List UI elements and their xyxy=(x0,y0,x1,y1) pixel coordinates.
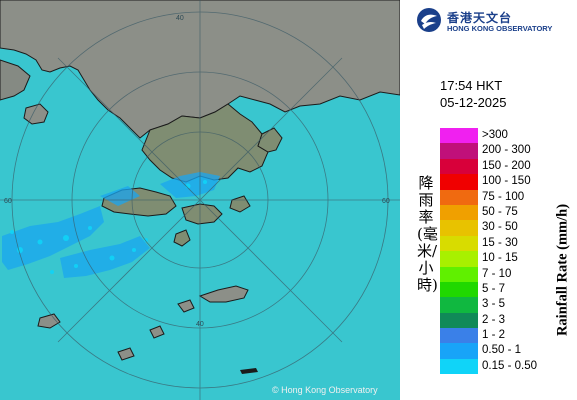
legend-row: >300 xyxy=(440,128,570,144)
legend-range: 5 - 7 xyxy=(482,282,506,295)
legend-range: 75 - 100 xyxy=(482,190,525,203)
legend-range: 0.50 - 1 xyxy=(482,344,521,357)
legend-range: 3 - 5 xyxy=(482,298,506,311)
legend-row: 7 - 10 xyxy=(440,266,570,282)
legend-row: 50 - 75 xyxy=(440,204,570,221)
legend-swatch xyxy=(440,235,478,252)
legend-range: 2 - 3 xyxy=(482,313,506,326)
observatory-emblem-icon xyxy=(417,8,441,32)
legend-range: 0.15 - 0.50 xyxy=(482,359,537,372)
observation-time: 17:54 HKT xyxy=(440,78,503,93)
legend-range: 7 - 10 xyxy=(482,267,512,280)
legend-row: 1 - 2 xyxy=(440,328,570,344)
legend-swatch xyxy=(440,297,478,313)
lamma-island xyxy=(173,229,191,247)
legend-range: 1 - 2 xyxy=(482,329,506,342)
ring-label-west: 60 xyxy=(4,198,12,205)
legend-row: 150 - 200 xyxy=(440,158,570,175)
western-shore xyxy=(0,59,31,101)
legend-swatch xyxy=(440,220,478,236)
observatory-logo: 香港天文台 HONG KONG OBSERVATORY xyxy=(416,6,574,38)
observation-date: 05-12-2025 xyxy=(440,95,507,110)
legend-range: 50 - 75 xyxy=(482,205,518,218)
legend-swatch xyxy=(440,204,478,221)
legend-row: 2 - 3 xyxy=(440,312,570,329)
legend-swatch xyxy=(440,281,478,298)
legend-range: 200 - 300 xyxy=(482,144,531,157)
legend-row: 0.50 - 1 xyxy=(440,343,570,359)
wanshan-island xyxy=(198,285,249,303)
legend-swatch xyxy=(440,128,478,144)
copyright-notice: © Hong Kong Observatory xyxy=(272,385,378,395)
legend-row: 3 - 5 xyxy=(440,297,570,313)
rainfall-legend: >300 200 - 300 150 - 200 100 - 150 75 - … xyxy=(440,128,570,375)
legend-row: 15 - 30 xyxy=(440,235,570,252)
legend-swatch xyxy=(440,358,478,375)
legend-row: 200 - 300 xyxy=(440,143,570,159)
ring-label-north: 40 xyxy=(176,15,184,22)
range-rings xyxy=(0,0,400,400)
rainfall-rate-label-cn: 降雨率(毫米/小時) xyxy=(417,174,438,294)
legend-swatch xyxy=(440,251,478,267)
legend-row: 5 - 7 xyxy=(440,281,570,298)
new-territories-land xyxy=(141,103,269,183)
logo-english-text: HONG KONG OBSERVATORY xyxy=(447,24,553,33)
radar-map: 40 60 60 40 © Hong Kong Observatory xyxy=(0,0,400,400)
legend-swatch xyxy=(440,174,478,190)
legend-swatch xyxy=(440,189,478,205)
ring-label-east: 60 xyxy=(382,198,390,205)
legend-range: 150 - 200 xyxy=(482,159,531,172)
sai-kung-peninsula xyxy=(257,127,283,153)
rainfall-rate-label-en: Rainfall Rate (mm/h) xyxy=(554,203,571,337)
legend-row: 0.15 - 0.50 xyxy=(440,358,570,375)
legend-range: >300 xyxy=(482,129,508,141)
legend-swatch xyxy=(440,343,478,359)
south-islet-2 xyxy=(37,313,61,329)
ring-label-south: 40 xyxy=(196,321,204,328)
south-islet-4 xyxy=(117,347,135,361)
legend-range: 100 - 150 xyxy=(482,175,531,188)
legend-row: 100 - 150 xyxy=(440,174,570,190)
south-islet-1 xyxy=(177,299,195,313)
rain-echo-dots xyxy=(10,180,207,274)
legend-swatch xyxy=(440,312,478,329)
radar-map-canvas: 40 60 60 40 xyxy=(0,0,400,400)
ring-labels: 40 60 60 40 xyxy=(4,15,390,328)
legend-row: 75 - 100 xyxy=(440,189,570,205)
legend-swatch xyxy=(440,143,478,159)
legend-swatch xyxy=(440,266,478,282)
legend-range: 10 - 15 xyxy=(482,252,518,265)
south-islet-3 xyxy=(149,325,165,339)
logo-chinese-text: 香港天文台 xyxy=(447,11,513,25)
legend-swatch xyxy=(440,328,478,344)
legend-row: 10 - 15 xyxy=(440,251,570,267)
far-south-islet xyxy=(240,368,258,374)
legend-swatch xyxy=(440,158,478,175)
info-panel: 香港天文台 HONG KONG OBSERVATORY 17:54 HKT 05… xyxy=(400,0,577,400)
legend-range: 30 - 50 xyxy=(482,221,518,234)
legend-row: 30 - 50 xyxy=(440,220,570,236)
legend-range: 15 - 30 xyxy=(482,236,518,249)
